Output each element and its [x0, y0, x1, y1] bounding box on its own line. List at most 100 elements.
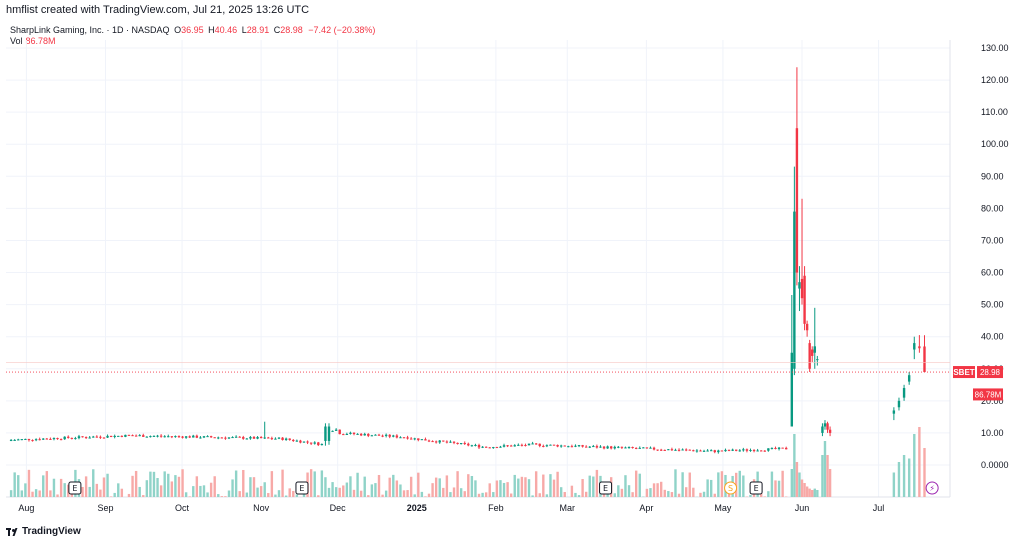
candle-body: [156, 435, 159, 437]
volume-bar: [823, 441, 827, 497]
volume-bar: [249, 477, 252, 497]
volume-bar: [574, 492, 577, 497]
volume-bar: [470, 475, 474, 497]
candle-body: [99, 436, 102, 438]
open-value: 36.95: [181, 25, 204, 35]
volume-bar: [13, 472, 16, 497]
earnings-event-icon[interactable]: [599, 481, 613, 495]
x-tick-label: Aug: [18, 503, 34, 513]
candle-body: [463, 443, 466, 445]
news-event-icon[interactable]: [925, 481, 939, 495]
candle-body: [816, 359, 819, 361]
volume-bar: [811, 490, 814, 497]
volume-bar: [706, 479, 709, 497]
earnings-event-icon[interactable]: [749, 481, 763, 495]
volume-bar: [509, 493, 513, 497]
candle-body: [152, 435, 156, 437]
candle-body: [770, 447, 774, 449]
volume-bar: [317, 495, 320, 497]
candle-body: [256, 437, 259, 439]
volume-bar: [342, 485, 345, 497]
volume-bar: [20, 490, 24, 497]
volume-bar: [370, 484, 374, 497]
split-event-icon[interactable]: [724, 481, 738, 495]
candle-body: [113, 435, 116, 437]
volume-bar: [720, 471, 724, 497]
candle-body: [70, 437, 74, 439]
volume-bar: [606, 492, 609, 497]
volume-bar: [142, 495, 145, 497]
candle-body: [756, 450, 759, 452]
candle-body: [634, 447, 638, 449]
volume-bar: [195, 476, 199, 497]
volume-bar: [488, 483, 491, 497]
candle-body: [474, 444, 477, 446]
volume-bar: [613, 493, 616, 497]
candle-body: [649, 447, 652, 449]
low-value: 28.91: [246, 25, 270, 35]
candle-body: [570, 446, 574, 448]
candle-body: [288, 438, 291, 440]
volume-bar: [907, 458, 911, 497]
y-tick-label: 70.00: [981, 235, 1004, 245]
volume-bar: [134, 470, 138, 497]
volume-bar: [149, 471, 152, 497]
volume-bar: [270, 471, 274, 497]
candle-body: [795, 128, 799, 273]
candle-body: [456, 442, 459, 445]
volume-bar: [27, 469, 31, 497]
earnings-event-icon[interactable]: [295, 481, 309, 495]
volume-bar: [467, 474, 470, 497]
candle-body: [520, 444, 524, 446]
candle-body: [695, 450, 699, 452]
candle-body: [245, 438, 249, 440]
volume-bar: [552, 479, 556, 497]
volume-legend: Vol 86.78M: [10, 36, 56, 46]
volume-bar: [177, 476, 181, 497]
candle-body: [177, 436, 181, 438]
candle-body: [27, 438, 31, 441]
volume-bar: [167, 473, 170, 497]
candle-body: [542, 445, 545, 447]
volume-bar: [452, 487, 456, 497]
volume-bar: [163, 471, 166, 497]
volume-bar: [677, 493, 681, 497]
volume-bar: [363, 476, 366, 497]
candle-body: [17, 439, 20, 441]
volume-bar: [816, 490, 819, 497]
candle-body: [731, 449, 734, 451]
candle-body: [823, 423, 827, 427]
volume-bar: [224, 496, 227, 497]
candle-body: [706, 450, 709, 452]
candle-body: [309, 442, 313, 444]
volume-bar: [709, 479, 713, 497]
candle-body: [760, 450, 763, 452]
volume-bar: [220, 496, 224, 497]
candle-body: [663, 449, 666, 451]
event-label: E: [603, 484, 608, 493]
volume-bar: [192, 486, 195, 497]
volume-bar: [352, 489, 356, 497]
candle-body: [324, 426, 327, 441]
volume-bar: [803, 483, 806, 497]
candle-body: [790, 352, 794, 427]
volume-bar: [463, 491, 466, 497]
x-tick-label: Jun: [795, 503, 810, 513]
candle-body: [592, 446, 595, 448]
event-label: E: [754, 484, 759, 493]
candle-body: [492, 447, 495, 449]
candle-body: [131, 435, 134, 437]
candle-body: [81, 436, 84, 438]
candle-body: [120, 435, 124, 437]
volume-bar: [231, 479, 234, 497]
candle-body: [667, 449, 670, 451]
candle-body: [174, 436, 177, 438]
earnings-event-icon[interactable]: [68, 481, 82, 495]
candle-body: [808, 343, 811, 369]
volume-bar: [256, 487, 259, 497]
candle-body: [259, 437, 263, 439]
volume-bar: [367, 495, 370, 497]
volume-bar: [81, 486, 84, 497]
candle-body: [9, 439, 13, 441]
